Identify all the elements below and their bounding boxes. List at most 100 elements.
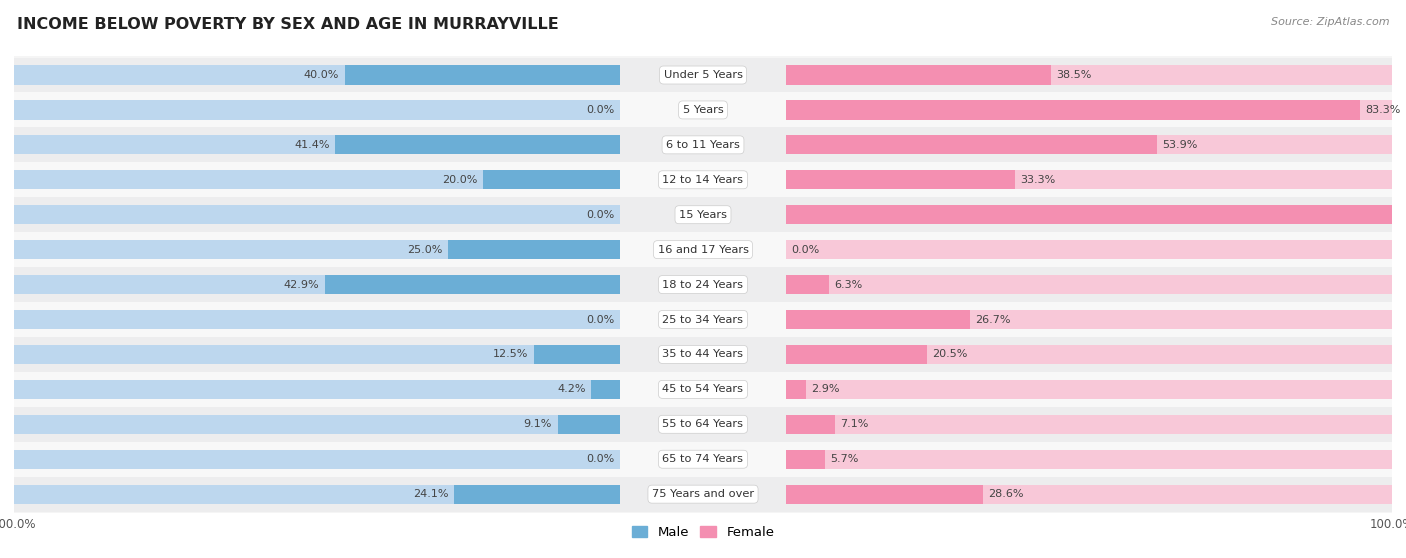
Bar bbox=[786, 170, 1015, 189]
Text: 55 to 64 Years: 55 to 64 Years bbox=[662, 419, 744, 429]
Text: 24.1%: 24.1% bbox=[413, 489, 449, 499]
Text: 33.3%: 33.3% bbox=[1021, 175, 1056, 185]
Bar bbox=[14, 65, 620, 85]
Bar bbox=[14, 232, 1392, 267]
Bar bbox=[454, 484, 620, 504]
Bar bbox=[534, 345, 620, 364]
Text: 65 to 74 Years: 65 to 74 Years bbox=[662, 454, 744, 464]
Bar bbox=[14, 240, 620, 259]
Bar bbox=[325, 275, 620, 294]
Text: 18 to 24 Years: 18 to 24 Years bbox=[662, 280, 744, 290]
Text: 28.6%: 28.6% bbox=[988, 489, 1024, 499]
Bar bbox=[14, 170, 620, 189]
Bar bbox=[14, 127, 1392, 162]
Bar bbox=[14, 484, 620, 504]
Text: 6 to 11 Years: 6 to 11 Years bbox=[666, 140, 740, 150]
Bar bbox=[14, 162, 1392, 198]
Bar bbox=[786, 310, 970, 329]
Text: 16 and 17 Years: 16 and 17 Years bbox=[658, 244, 748, 254]
Bar bbox=[14, 442, 1392, 477]
Bar bbox=[14, 345, 620, 364]
Bar bbox=[14, 275, 620, 294]
Bar bbox=[14, 450, 620, 469]
Bar bbox=[592, 380, 620, 399]
Bar bbox=[786, 100, 1360, 119]
Bar bbox=[14, 380, 620, 399]
Bar bbox=[14, 57, 1392, 93]
Bar bbox=[786, 310, 1392, 329]
Text: Source: ZipAtlas.com: Source: ZipAtlas.com bbox=[1271, 17, 1389, 27]
Text: 12.5%: 12.5% bbox=[494, 349, 529, 359]
Bar bbox=[482, 170, 620, 189]
Text: 20.0%: 20.0% bbox=[441, 175, 477, 185]
Bar bbox=[14, 337, 1392, 372]
Text: 5.7%: 5.7% bbox=[831, 454, 859, 464]
Text: 25.0%: 25.0% bbox=[408, 244, 443, 254]
Text: 45 to 54 Years: 45 to 54 Years bbox=[662, 384, 744, 395]
Bar bbox=[14, 135, 620, 155]
Bar bbox=[786, 205, 1392, 224]
Bar bbox=[14, 415, 620, 434]
Text: 75 Years and over: 75 Years and over bbox=[652, 489, 754, 499]
Text: 0.0%: 0.0% bbox=[586, 454, 614, 464]
Bar bbox=[786, 205, 1406, 224]
Text: 35 to 44 Years: 35 to 44 Years bbox=[662, 349, 744, 359]
Bar bbox=[335, 135, 620, 155]
Text: 7.1%: 7.1% bbox=[841, 419, 869, 429]
Text: 83.3%: 83.3% bbox=[1365, 105, 1400, 115]
Bar bbox=[14, 100, 620, 119]
Bar bbox=[14, 310, 620, 329]
Bar bbox=[786, 275, 1392, 294]
Text: 2.9%: 2.9% bbox=[811, 384, 839, 395]
Text: 41.4%: 41.4% bbox=[294, 140, 329, 150]
Text: Under 5 Years: Under 5 Years bbox=[664, 70, 742, 80]
Text: 53.9%: 53.9% bbox=[1163, 140, 1198, 150]
Text: 9.1%: 9.1% bbox=[524, 419, 553, 429]
Bar bbox=[786, 240, 1392, 259]
Bar bbox=[786, 380, 806, 399]
Text: 38.5%: 38.5% bbox=[1056, 70, 1092, 80]
Bar bbox=[786, 415, 1392, 434]
Bar bbox=[786, 484, 983, 504]
Bar bbox=[786, 135, 1392, 155]
Text: INCOME BELOW POVERTY BY SEX AND AGE IN MURRAYVILLE: INCOME BELOW POVERTY BY SEX AND AGE IN M… bbox=[17, 17, 558, 32]
Bar bbox=[786, 380, 1392, 399]
Bar bbox=[786, 65, 1050, 85]
Bar bbox=[786, 170, 1392, 189]
Bar bbox=[786, 415, 835, 434]
Text: 15 Years: 15 Years bbox=[679, 210, 727, 220]
Bar bbox=[786, 450, 1392, 469]
Text: 20.5%: 20.5% bbox=[932, 349, 967, 359]
Bar bbox=[14, 198, 1392, 232]
Bar bbox=[14, 372, 1392, 407]
Bar bbox=[786, 275, 830, 294]
Text: 0.0%: 0.0% bbox=[586, 315, 614, 325]
Bar bbox=[558, 415, 620, 434]
Text: 0.0%: 0.0% bbox=[586, 105, 614, 115]
Text: 0.0%: 0.0% bbox=[586, 210, 614, 220]
Text: 42.9%: 42.9% bbox=[284, 280, 319, 290]
Bar bbox=[786, 345, 1392, 364]
Text: 0.0%: 0.0% bbox=[792, 244, 820, 254]
Text: 6.3%: 6.3% bbox=[835, 280, 863, 290]
Text: 40.0%: 40.0% bbox=[304, 70, 339, 80]
Text: 25 to 34 Years: 25 to 34 Years bbox=[662, 315, 744, 325]
Bar bbox=[449, 240, 620, 259]
Bar bbox=[786, 450, 825, 469]
Bar bbox=[786, 100, 1392, 119]
Bar bbox=[344, 65, 620, 85]
Bar bbox=[14, 93, 1392, 127]
Text: 5 Years: 5 Years bbox=[683, 105, 723, 115]
Bar bbox=[786, 135, 1157, 155]
Text: 12 to 14 Years: 12 to 14 Years bbox=[662, 175, 744, 185]
Bar bbox=[786, 484, 1392, 504]
Bar bbox=[14, 267, 1392, 302]
Legend: Male, Female: Male, Female bbox=[627, 522, 779, 543]
Bar bbox=[786, 345, 927, 364]
Bar bbox=[14, 407, 1392, 442]
Bar bbox=[14, 477, 1392, 512]
Bar bbox=[14, 302, 1392, 337]
Bar bbox=[786, 65, 1392, 85]
Text: 26.7%: 26.7% bbox=[976, 315, 1011, 325]
Bar bbox=[14, 205, 620, 224]
